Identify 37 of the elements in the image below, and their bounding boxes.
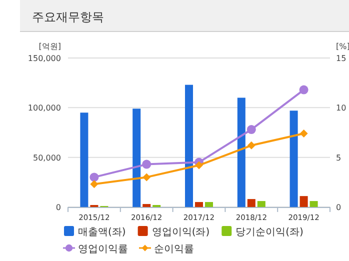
y2-tick-label: 10 (336, 104, 346, 113)
bar (290, 110, 298, 207)
point (142, 173, 151, 182)
chart-title: 주요재무항목 (32, 10, 104, 24)
bar (247, 199, 256, 207)
legend-label: 당기순이익(좌) (236, 227, 304, 238)
y-tick-label: 100,000 (28, 104, 61, 113)
y2-tick-label: 0 (336, 203, 342, 212)
bar (300, 196, 308, 207)
point (195, 161, 203, 170)
legend-label: 영업이익률 (78, 244, 128, 255)
legend-label: 매출액(좌) (78, 227, 126, 238)
y2-tick-label: 5 (336, 153, 342, 162)
bar (310, 201, 318, 207)
point (247, 141, 256, 150)
bar (80, 112, 88, 207)
point (300, 129, 308, 138)
y-tick-label: 150,000 (28, 54, 61, 63)
bar (205, 202, 213, 207)
point (90, 180, 98, 188)
point (246, 125, 256, 134)
y-tick-label: 0 (56, 203, 61, 212)
bar (257, 201, 266, 207)
y2-axis-title: [%] (336, 42, 349, 51)
y2-tick-label: 15 (336, 54, 346, 63)
y-tick-label: 50,000 (33, 153, 61, 162)
bar (185, 84, 193, 207)
bar (132, 108, 141, 207)
bar (237, 98, 246, 207)
bar (195, 202, 203, 207)
y-axis-title: [억원] (38, 42, 61, 51)
bar (142, 204, 151, 207)
point (299, 85, 308, 94)
point (90, 172, 99, 182)
point (142, 160, 152, 169)
legend-label: 순이익률 (154, 244, 194, 255)
legend-label: 영업이익(좌) (152, 227, 210, 238)
